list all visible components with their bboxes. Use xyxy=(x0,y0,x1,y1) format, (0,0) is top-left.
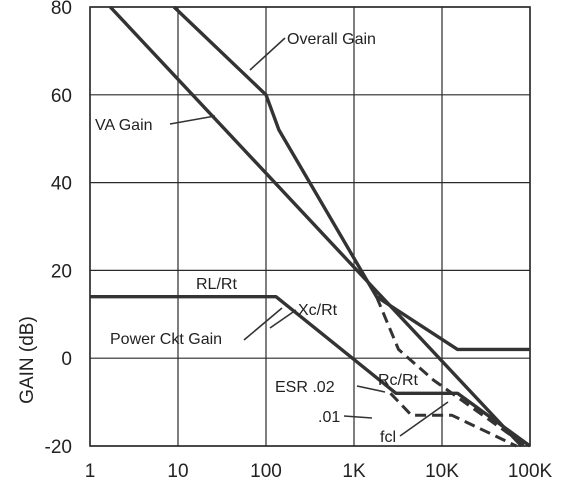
leader-line-power-ckt-gain xyxy=(243,307,283,341)
x-tick-label: 10 xyxy=(167,461,188,482)
series-line-power-ckt-gain xyxy=(90,295,531,448)
annotation-overall-gain: Overall Gain xyxy=(287,31,376,48)
annotation-rl-rt: RL/Rt xyxy=(196,276,237,293)
leader-line-va-gain xyxy=(169,115,216,125)
x-tick-label: 10K xyxy=(425,461,459,482)
y-tick-label: 0 xyxy=(61,349,72,370)
x-tick-label: 100 xyxy=(250,461,282,482)
y-tick-label: -20 xyxy=(45,437,72,458)
x-tick-label: 1 xyxy=(85,461,96,482)
annotation-pointers xyxy=(169,37,449,437)
y-axis-label: GAIN (dB) xyxy=(17,316,38,404)
annotation-fcl: fcl xyxy=(380,429,396,446)
annotation-xc-rt: Xc/Rt xyxy=(298,302,338,319)
leader-line-xc-rt xyxy=(269,309,297,329)
y-tick-label: 20 xyxy=(51,261,72,282)
annotation-power-ckt-gain: Power Ckt Gain xyxy=(110,331,222,348)
leader-line-esr-02 xyxy=(356,385,386,393)
annotation-esr-01: .01 xyxy=(318,409,340,426)
series-lines xyxy=(90,5,531,448)
series-line-va-gain xyxy=(109,5,523,448)
annotation-esr-02: ESR .02 xyxy=(275,379,335,396)
y-tick-label: 60 xyxy=(51,86,72,107)
series-line-01 xyxy=(389,392,518,448)
leader-line-esr-01 xyxy=(343,415,373,419)
x-tick-label: 1K xyxy=(342,461,366,482)
x-tick-label: 100K xyxy=(508,461,553,482)
annotation-va-gain: VA Gain xyxy=(95,117,153,134)
leader-line-overall-gain xyxy=(249,37,286,71)
annotation-rc-rt: Rc/Rt xyxy=(378,372,419,389)
leader-line-fcl xyxy=(399,401,449,437)
series-line-overall-gain xyxy=(172,5,530,352)
y-tick-label: 80 xyxy=(51,0,72,19)
y-tick-label: 40 xyxy=(51,174,72,195)
series-line-esr-02 xyxy=(375,296,527,448)
